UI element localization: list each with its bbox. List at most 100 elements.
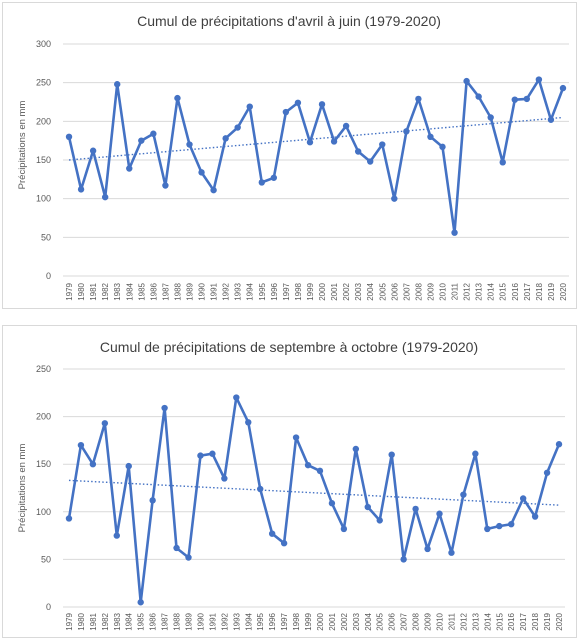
data-point — [436, 510, 443, 517]
data-point — [209, 450, 216, 457]
data-point — [367, 158, 374, 165]
y-tick-label: 300 — [36, 39, 51, 49]
data-point — [316, 467, 324, 475]
x-tick-label: 2015 — [499, 282, 508, 300]
x-tick-label: 1999 — [306, 282, 315, 300]
data-point — [523, 95, 531, 103]
data-point — [77, 186, 85, 193]
data-point — [137, 599, 144, 606]
x-tick-label: 1999 — [304, 612, 313, 630]
data-point — [282, 108, 290, 116]
data-point — [531, 513, 539, 520]
data-point — [484, 525, 491, 533]
data-point — [186, 141, 193, 148]
x-tick-label: 2006 — [388, 612, 397, 630]
data-point — [113, 532, 120, 539]
x-tick-label: 1980 — [77, 282, 86, 300]
x-tick-label: 2011 — [447, 612, 456, 630]
data-point — [174, 94, 181, 102]
y-tick-label: 250 — [36, 78, 51, 88]
x-tick-label: 2008 — [412, 612, 421, 630]
x-tick-label: 2000 — [318, 282, 327, 300]
x-tick-label: 2002 — [342, 282, 351, 300]
data-point — [388, 451, 395, 458]
x-tick-label: 2001 — [328, 612, 337, 630]
data-point — [535, 76, 543, 83]
x-tick-label: 1984 — [125, 612, 134, 630]
y-tick-label: 50 — [41, 232, 51, 242]
x-tick-label: 2005 — [378, 282, 387, 300]
data-point — [391, 195, 398, 202]
data-point — [559, 84, 567, 92]
x-tick-label: 2016 — [507, 612, 516, 630]
x-tick-label: 1997 — [280, 612, 289, 630]
x-tick-label: 1998 — [294, 282, 303, 300]
data-point — [222, 135, 229, 142]
y-tick-label: 0 — [46, 271, 51, 281]
x-tick-label: 2019 — [543, 612, 552, 630]
x-tick-label: 2016 — [511, 282, 520, 300]
x-tick-label: 1982 — [101, 612, 110, 630]
y-tick-label: 100 — [36, 507, 51, 517]
data-point — [101, 420, 109, 427]
x-tick-label: 2004 — [364, 612, 373, 630]
x-tick-label: 1997 — [282, 282, 291, 300]
x-tick-label: 1989 — [186, 282, 195, 300]
data-point — [197, 452, 204, 459]
x-tick-label: 1990 — [196, 612, 205, 630]
data-point — [233, 394, 240, 401]
data-point — [364, 503, 371, 511]
data-point — [294, 99, 302, 106]
data-point — [198, 169, 205, 176]
x-tick-label: 1983 — [113, 282, 122, 300]
x-tick-label: 2013 — [475, 282, 484, 300]
chart-title: Cumul de précipitations de septembre à o… — [100, 339, 478, 355]
data-point — [496, 522, 503, 530]
x-tick-label: 1996 — [270, 282, 279, 300]
data-point — [162, 182, 169, 189]
data-point — [65, 515, 73, 522]
x-tick-label: 2018 — [531, 612, 540, 630]
data-point — [439, 143, 446, 151]
x-tick-label: 1988 — [173, 282, 182, 300]
data-point — [448, 549, 455, 556]
data-point — [555, 441, 563, 448]
x-tick-label: 1979 — [65, 282, 74, 300]
x-tick-label: 2012 — [459, 612, 468, 630]
x-tick-label: 2014 — [487, 282, 496, 300]
x-tick-label: 1992 — [222, 282, 231, 300]
data-point — [415, 95, 422, 103]
precipitation-chart-september-october: Cumul de précipitations de septembre à o… — [17, 339, 565, 631]
data-point — [125, 462, 132, 470]
x-tick-label: 1981 — [89, 282, 98, 300]
data-point — [543, 469, 551, 476]
data-point — [221, 475, 228, 482]
x-tick-label: 1985 — [137, 282, 146, 300]
data-point — [149, 497, 156, 504]
x-tick-label: 2006 — [390, 282, 399, 300]
x-tick-label: 1985 — [137, 612, 146, 630]
x-tick-label: 1994 — [244, 612, 253, 630]
x-tick-label: 2020 — [555, 612, 564, 630]
data-point — [318, 101, 326, 108]
data-point — [342, 122, 350, 130]
data-point — [475, 93, 482, 100]
data-point — [304, 461, 312, 469]
x-tick-label: 2007 — [402, 282, 411, 300]
data-point — [150, 130, 157, 137]
x-tick-label: 2008 — [414, 282, 423, 300]
data-point — [101, 193, 109, 201]
x-tick-label: 1994 — [246, 282, 255, 300]
x-tick-label: 2015 — [495, 612, 504, 630]
data-point — [376, 517, 383, 524]
data-point — [173, 544, 180, 552]
x-tick-label: 2019 — [547, 282, 556, 300]
y-tick-label: 200 — [36, 412, 51, 422]
x-tick-label: 2014 — [483, 612, 492, 630]
data-point — [451, 229, 458, 236]
x-tick-label: 2012 — [463, 282, 472, 300]
data-point — [89, 147, 97, 154]
data-point — [306, 139, 314, 146]
data-point — [379, 141, 386, 148]
data-point — [292, 434, 300, 441]
